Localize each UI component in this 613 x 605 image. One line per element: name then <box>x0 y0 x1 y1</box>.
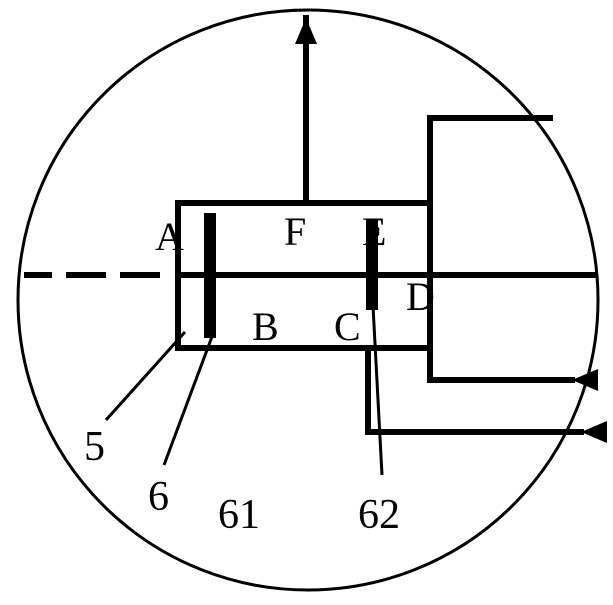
label-C: C <box>334 304 361 349</box>
leader-l5 <box>106 332 185 420</box>
flow-line-bot_in2 <box>368 348 581 432</box>
arrowhead <box>295 18 317 44</box>
label-A: A <box>155 214 184 259</box>
label-n5: 5 <box>84 424 105 470</box>
label-B: B <box>252 304 279 349</box>
label-D: D <box>406 274 435 319</box>
flow-line-bot_in1 <box>430 348 572 380</box>
label-n6: 6 <box>148 474 169 520</box>
label-n62: 62 <box>358 492 400 538</box>
arrowhead <box>581 421 607 443</box>
flow-line-top_feed <box>430 118 550 203</box>
leader-l6 <box>164 334 213 465</box>
label-n61: 61 <box>218 492 260 538</box>
leader-l62 <box>373 306 382 475</box>
label-F: F <box>284 209 306 254</box>
label-E: E <box>362 209 386 254</box>
